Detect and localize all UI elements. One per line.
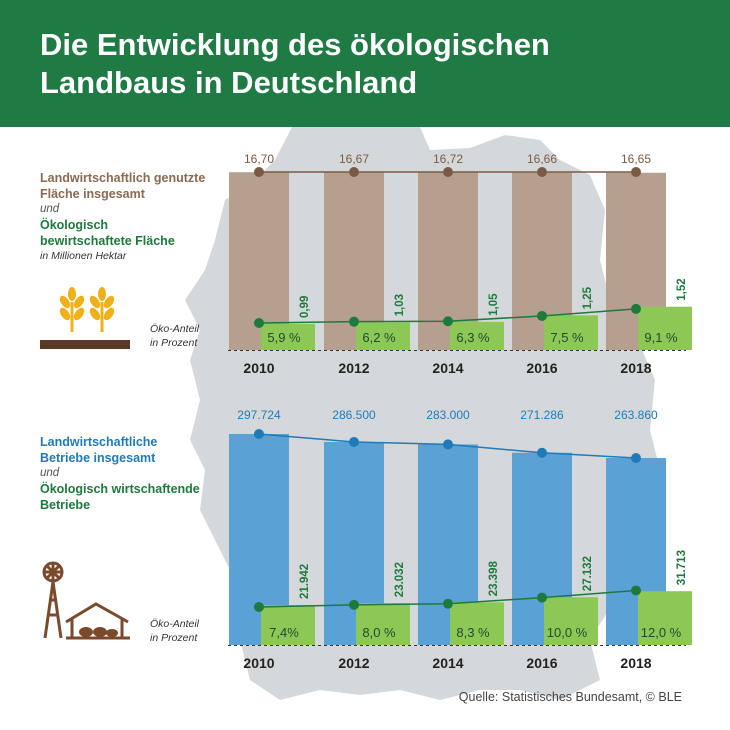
legend-area-organic: Ökologisch bewirtschaftete Fläche — [40, 218, 175, 248]
organic-bar — [356, 322, 410, 350]
organic-bar — [544, 315, 598, 350]
total-value-label: 16,66 — [527, 152, 557, 166]
year-label: 2018 — [620, 655, 651, 671]
total-value-label: 16,67 — [339, 152, 369, 166]
share-marker — [537, 592, 547, 603]
share-value-label: 8,0 % — [362, 625, 396, 640]
share-value-label: 6,3 % — [456, 330, 490, 345]
year-label: 2016 — [526, 655, 557, 671]
total-value-label: 16,65 — [621, 152, 651, 166]
organic-value-label: 21.942 — [299, 564, 311, 599]
organic-value-label: 1,25 — [582, 286, 594, 309]
year-label: 2014 — [432, 360, 463, 376]
year-label: 2016 — [526, 360, 557, 376]
total-marker — [349, 167, 359, 177]
organic-bar — [450, 602, 504, 645]
legend-farms-organic: Ökologisch wirtschaftende Betriebe — [40, 482, 200, 512]
share-marker — [537, 310, 547, 321]
legend-farms-and: und — [40, 467, 60, 479]
organic-bar — [638, 591, 692, 645]
legend-farms-total: Landwirtschaftliche Betriebe insgesamt — [40, 435, 158, 465]
total-value-label: 16,72 — [433, 152, 463, 166]
year-label: 2012 — [338, 360, 369, 376]
organic-bar — [261, 605, 315, 645]
share-value-label: 7,5 % — [550, 330, 584, 345]
header-banner: Die Entwicklung des ökologischen Landbau… — [0, 0, 730, 127]
total-marker — [349, 436, 359, 447]
total-marker — [254, 167, 264, 177]
organic-value-label: 1,05 — [488, 293, 500, 316]
year-label: 2014 — [432, 655, 463, 671]
total-value-label: 286.500 — [332, 408, 376, 422]
share-marker — [254, 602, 264, 612]
total-marker — [631, 452, 641, 463]
legend-farms: Landwirtschaftliche Betriebe insgesamt u… — [40, 434, 210, 513]
organic-bar — [544, 597, 598, 645]
share-value-label: 10,0 % — [547, 625, 588, 640]
farm-windmill-icon — [42, 561, 130, 640]
share-marker — [631, 585, 641, 596]
share-marker — [254, 318, 264, 328]
wheat-icon — [40, 287, 130, 349]
total-value-label: 263.860 — [614, 408, 658, 422]
organic-bar — [450, 321, 504, 350]
year-label: 2010 — [243, 360, 274, 376]
share-value-label: 7,4% — [269, 625, 299, 640]
source-note: Quelle: Statistisches Bundesamt, © BLE — [458, 690, 682, 704]
page-title: Die Entwicklung des ökologischen Landbau… — [40, 27, 550, 100]
share-value-label: 12,0 % — [641, 625, 682, 640]
organic-value-label: 0,99 — [299, 296, 311, 318]
share-marker — [443, 316, 453, 327]
total-value-label: 271.286 — [520, 408, 564, 422]
organic-bar — [356, 603, 410, 645]
share-marker — [631, 303, 641, 314]
organic-value-label: 31.713 — [676, 550, 688, 585]
total-value-label: 16,70 — [244, 152, 274, 166]
total-marker — [443, 167, 453, 177]
share-value-label: 9,1 % — [644, 330, 678, 345]
total-marker — [537, 167, 547, 177]
legend-area-total: Landwirtschaftlich genutzte Fläche insge… — [40, 171, 206, 201]
organic-value-label: 23.032 — [394, 562, 406, 597]
total-marker — [443, 439, 453, 450]
year-label: 2010 — [243, 655, 274, 671]
total-value-label: 297.724 — [237, 408, 281, 422]
year-label: 2018 — [620, 360, 651, 376]
total-marker — [254, 429, 264, 439]
legend-area: Landwirtschaftlich genutzte Fläche insge… — [40, 170, 230, 263]
organic-value-label: 27.132 — [582, 556, 594, 591]
share-value-label: 8,3 % — [456, 625, 490, 640]
share-marker — [443, 598, 453, 609]
organic-bar — [638, 306, 692, 350]
total-marker — [537, 447, 547, 458]
organic-value-label: 23.398 — [488, 561, 500, 597]
legend-area-and: und — [40, 203, 60, 215]
share-value-label: 5,9 % — [267, 330, 301, 345]
organic-value-label: 1,52 — [676, 278, 688, 300]
year-label: 2012 — [338, 655, 369, 671]
organic-value-label: 1,03 — [394, 294, 406, 316]
organic-bar — [261, 324, 315, 350]
share-marker — [349, 316, 359, 327]
total-value-label: 283.000 — [426, 408, 470, 422]
share-label-area: Öko-Anteil in Prozent — [150, 323, 200, 349]
legend-area-unit: in Millionen Hektar — [40, 250, 127, 262]
total-marker — [631, 167, 641, 177]
share-label-farms: Öko-Anteil in Prozent — [150, 618, 200, 644]
share-value-label: 6,2 % — [362, 330, 396, 345]
share-marker — [349, 599, 359, 610]
